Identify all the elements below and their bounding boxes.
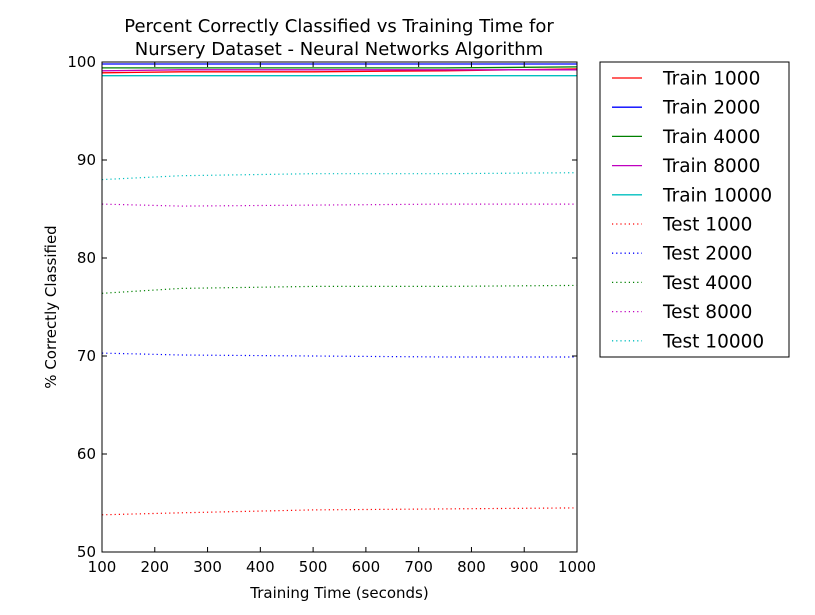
chart-title-line-2: Nursery Dataset - Neural Networks Algori… <box>135 39 543 60</box>
x-tick-label: 700 <box>404 558 433 576</box>
x-tick-label: 100 <box>88 558 117 576</box>
legend-label: Train 1000 <box>662 69 760 90</box>
legend-label: Test 4000 <box>662 273 752 294</box>
legend-box <box>599 61 790 358</box>
x-tick-label: 400 <box>246 558 275 576</box>
y-tick-label: 80 <box>77 249 96 267</box>
plot-lines <box>101 63 578 516</box>
legend-label: Train 10000 <box>662 185 772 206</box>
x-axis-label: Training Time (seconds) <box>249 584 428 602</box>
legend: Train 1000 Train 2000 Train 4000 Train 8000… <box>599 61 790 358</box>
y-tick-label: 60 <box>77 445 96 463</box>
series-line-test-1000 <box>101 507 578 516</box>
y-axis-label: % Correctly Classified <box>42 225 60 388</box>
y-tick-label: 100 <box>67 53 96 71</box>
plot-frame <box>101 61 578 553</box>
x-tick-label: 200 <box>140 558 169 576</box>
x-tick-label: 300 <box>193 558 222 576</box>
series-line-train-8000 <box>101 69 577 72</box>
series-line-test-10000 <box>101 172 578 181</box>
legend-label: Train 2000 <box>662 98 760 119</box>
legend-label: Train 8000 <box>662 156 760 177</box>
y-tick-label: 50 <box>77 543 96 561</box>
x-tick-label: 1000 <box>558 558 596 576</box>
series-line-train-4000 <box>102 66 578 69</box>
chart-title-line-1: Percent Correctly Classified vs Training… <box>124 16 554 37</box>
y-tick-label: 70 <box>77 347 96 365</box>
series-line-test-8000 <box>101 203 577 207</box>
x-tick-label: 800 <box>457 558 486 576</box>
legend-label: Train 4000 <box>662 127 760 148</box>
y-tick-label: 90 <box>77 151 96 169</box>
x-tick-label: 600 <box>352 558 381 576</box>
x-tick-label: 900 <box>510 558 539 576</box>
series-line-test-4000 <box>101 284 578 294</box>
legend-label: Test 2000 <box>662 244 752 265</box>
legend-label: Test 8000 <box>662 302 752 323</box>
series-line-test-2000 <box>101 352 577 358</box>
legend-label: Test 1000 <box>662 215 752 236</box>
x-tick-label: 500 <box>299 558 328 576</box>
legend-label: Test 10000 <box>662 331 764 352</box>
axes: 100 200 300 400 500 600 700 800 900 1000 50 60 70 80 9… <box>67 53 596 576</box>
